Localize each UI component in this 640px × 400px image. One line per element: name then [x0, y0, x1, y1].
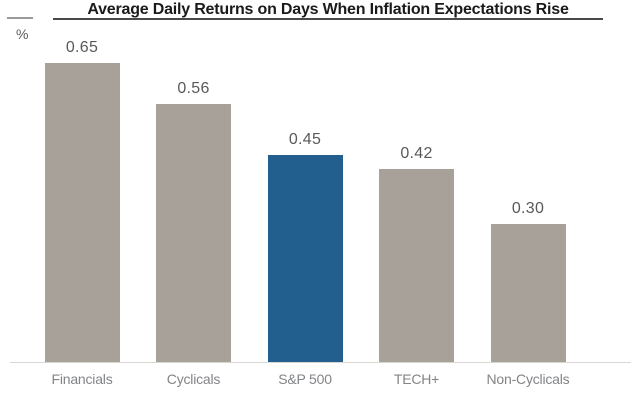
value-label-non-cyclicals: 0.30: [511, 200, 545, 217]
value-label-s-p-500: 0.45: [288, 131, 322, 148]
chart-title: Average Daily Returns on Days When Infla…: [87, 1, 569, 18]
bar-cyclicals: [156, 104, 231, 362]
bar-tech: [379, 169, 454, 362]
y-axis-unit-label: %: [16, 26, 29, 42]
category-label-s-p-500: S&P 500: [278, 371, 332, 387]
category-label-financials: Financials: [51, 371, 113, 387]
category-label-non-cyclicals: Non-Cyclicals: [486, 371, 570, 387]
x-axis-line: [10, 362, 631, 363]
top-left-rule: [7, 17, 33, 19]
category-label-cyclicals: Cyclicals: [166, 371, 221, 387]
category-label-tech: TECH+: [393, 371, 440, 387]
value-label-financials: 0.65: [65, 39, 99, 56]
bar-s-p-500: [267, 155, 343, 362]
value-label-tech: 0.42: [400, 145, 433, 162]
bar-non-cyclicals: [490, 224, 566, 362]
value-label-cyclicals: 0.56: [177, 80, 210, 97]
title-underline: [53, 18, 603, 20]
bar-financials: [44, 63, 120, 362]
